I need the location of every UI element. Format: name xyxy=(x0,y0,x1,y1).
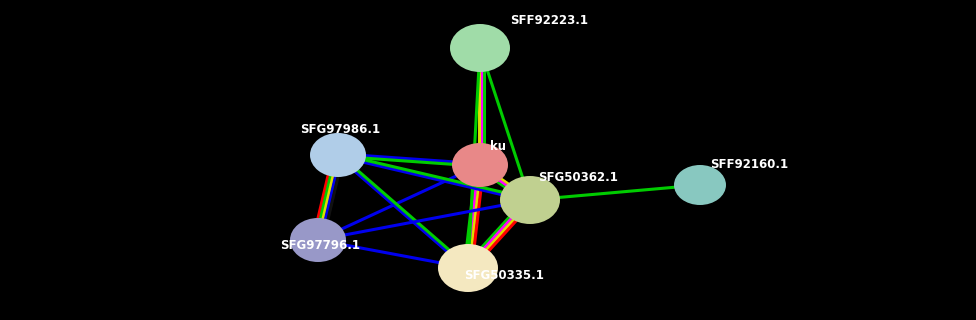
Ellipse shape xyxy=(438,244,498,292)
Text: SFF92160.1: SFF92160.1 xyxy=(710,158,789,171)
Text: SFG50335.1: SFG50335.1 xyxy=(464,269,544,282)
Ellipse shape xyxy=(500,176,560,224)
Ellipse shape xyxy=(450,24,510,72)
Ellipse shape xyxy=(290,218,346,262)
Text: SFG50362.1: SFG50362.1 xyxy=(538,171,618,184)
Ellipse shape xyxy=(452,143,508,187)
Text: SFG97796.1: SFG97796.1 xyxy=(280,239,360,252)
Text: SFG97986.1: SFG97986.1 xyxy=(300,123,380,136)
Text: SFF92223.1: SFF92223.1 xyxy=(510,14,588,27)
Ellipse shape xyxy=(674,165,726,205)
Ellipse shape xyxy=(310,133,366,177)
Text: ku: ku xyxy=(490,140,506,153)
